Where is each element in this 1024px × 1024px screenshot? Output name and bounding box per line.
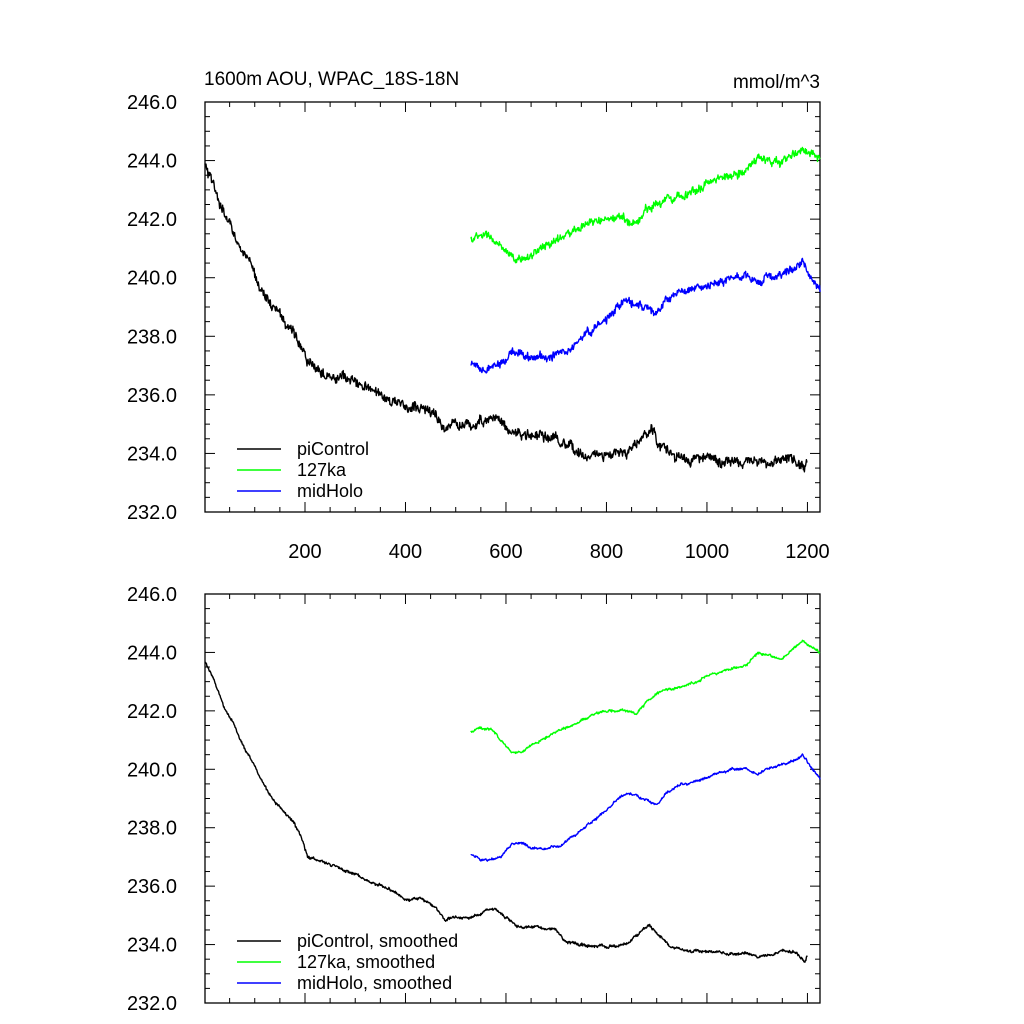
series-line-picontrol (204, 163, 808, 473)
y-tick-label: 240.0 (127, 759, 177, 781)
x-tick-label: 600 (489, 541, 522, 563)
legend-label: piControl, smoothed (297, 931, 458, 951)
y-tick-label: 246.0 (127, 92, 177, 114)
chart-title: 1600m AOU, WPAC_18S-18N (204, 69, 459, 90)
y-tick-label: 238.0 (127, 818, 177, 840)
y-tick-label: 242.0 (127, 701, 177, 723)
legend-label: midHolo (297, 481, 363, 501)
top-chart-panel: 232.0 234.0 236.0 238.0 240.0 242.0 244.0 246.0… (127, 92, 830, 563)
y-tick-label: 238.0 (127, 326, 177, 348)
series-line-midholo (470, 753, 821, 862)
y-tick-label: 234.0 (127, 443, 177, 465)
x-axis-ticks (229, 102, 808, 512)
series-line-127ka (470, 146, 821, 264)
legend-label: 127ka, smoothed (297, 952, 435, 972)
series-line-127ka (470, 639, 821, 755)
bottom-chart-panel: 232.0 234.0 236.0 238.0 240.0 242.0 244.0 246.0… (127, 584, 821, 1015)
y-axis-ticks (205, 101, 820, 513)
x-tick-label: 1000 (685, 541, 730, 563)
y-tick-label: 232.0 (127, 502, 177, 524)
y-tick-label: 240.0 (127, 268, 177, 290)
x-tick-label: 800 (590, 541, 623, 563)
x-axis-ticks (229, 594, 808, 1003)
y-tick-label: 244.0 (127, 151, 177, 173)
x-tick-label: 200 (288, 541, 321, 563)
x-tick-label: 1200 (785, 541, 830, 563)
y-axis-ticks (205, 593, 820, 1004)
y-tick-label: 236.0 (127, 385, 177, 407)
units-label: mmol/m^3 (733, 72, 820, 93)
y-tick-label: 232.0 (127, 993, 177, 1015)
legend-label: piControl (297, 439, 369, 459)
x-tick-label: 400 (389, 541, 422, 563)
y-tick-label: 246.0 (127, 584, 177, 606)
series-line-picontrol (204, 661, 808, 963)
series-line-midholo (470, 257, 821, 374)
legend-label: 127ka (297, 460, 347, 480)
y-tick-label: 242.0 (127, 209, 177, 231)
y-tick-label: 244.0 (127, 642, 177, 664)
y-tick-label: 234.0 (127, 935, 177, 957)
legend-label: midHolo, smoothed (297, 973, 452, 993)
y-tick-label: 236.0 (127, 876, 177, 898)
